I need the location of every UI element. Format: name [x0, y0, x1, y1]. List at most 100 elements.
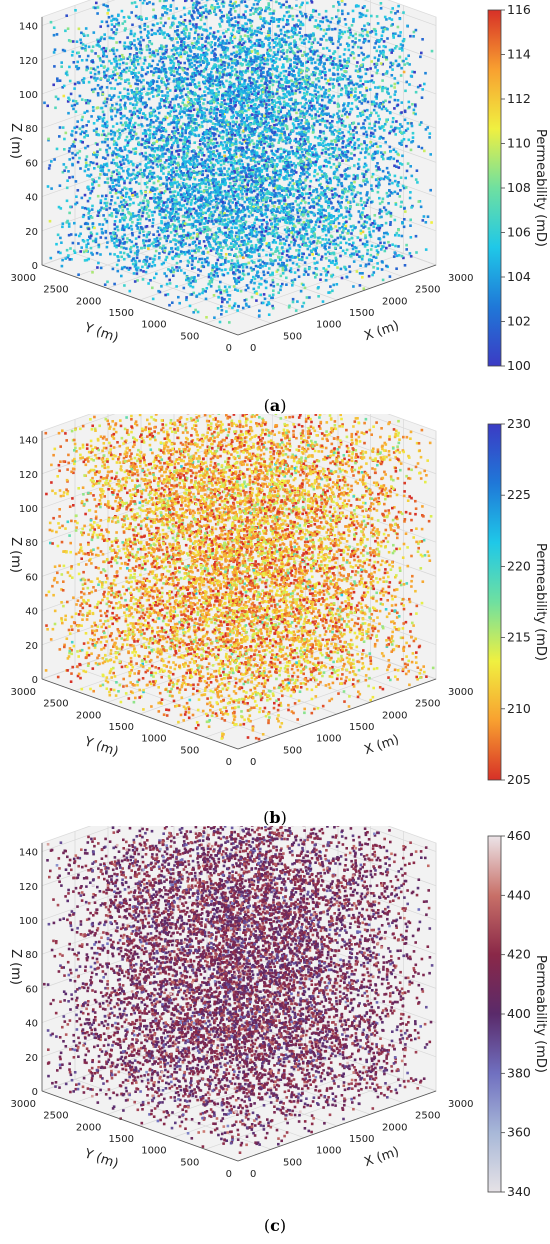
data-point [174, 30, 177, 33]
data-point [280, 206, 284, 209]
data-point [213, 37, 216, 40]
data-point [172, 126, 176, 130]
data-point [162, 69, 165, 73]
data-point [324, 74, 327, 77]
data-point [314, 223, 317, 227]
data-point [411, 136, 415, 139]
data-point [123, 41, 127, 45]
data-point [146, 233, 149, 236]
data-point [382, 40, 386, 43]
data-point [357, 220, 361, 224]
data-point [288, 203, 292, 206]
data-point [254, 80, 257, 84]
data-point [226, 141, 229, 144]
data-point [170, 168, 173, 172]
data-point [140, 36, 143, 39]
data-point [143, 28, 147, 31]
data-point [308, 18, 312, 22]
data-point [221, 75, 224, 79]
data-point [423, 82, 426, 86]
data-point [387, 202, 390, 205]
data-point [97, 184, 101, 187]
data-point [195, 40, 199, 43]
data-point [73, 126, 76, 130]
data-point [180, 43, 183, 47]
data-point [84, 27, 88, 30]
data-point [230, 142, 233, 145]
data-point [87, 101, 90, 105]
data-point [390, 18, 394, 21]
data-point [197, 212, 200, 215]
data-point [236, 125, 239, 128]
data-point [133, 39, 136, 42]
data-point [237, 29, 241, 33]
data-point [201, 161, 205, 164]
data-point [102, 207, 106, 210]
data-point [175, 95, 179, 99]
data-point [338, 17, 341, 20]
data-point [336, 46, 340, 50]
data-point [362, 132, 366, 136]
data-point [169, 9, 172, 12]
data-point [100, 206, 103, 210]
data-point [207, 12, 211, 15]
data-point [116, 255, 119, 258]
data-point [382, 157, 385, 161]
data-point [221, 214, 224, 218]
data-point [397, 234, 401, 237]
data-point [110, 28, 114, 31]
data-point [391, 243, 394, 246]
data-point [173, 219, 177, 222]
data-point [221, 121, 224, 125]
data-point [250, 84, 253, 88]
data-point [380, 155, 384, 158]
data-point [251, 203, 254, 207]
data-point [272, 46, 276, 49]
data-point [279, 71, 283, 75]
data-point [75, 125, 79, 129]
data-point [178, 203, 182, 207]
data-point [276, 169, 279, 173]
data-point [209, 43, 212, 47]
data-point [200, 229, 203, 233]
data-point [381, 79, 384, 82]
data-point [136, 109, 139, 113]
data-point [400, 66, 403, 70]
data-point [275, 210, 278, 213]
data-point [330, 139, 333, 143]
data-point [184, 0, 187, 3]
data-point [285, 155, 288, 158]
data-point [269, 135, 272, 139]
data-point [153, 54, 156, 57]
data-point [364, 204, 367, 207]
data-point [101, 194, 104, 198]
data-point [383, 15, 387, 19]
data-point [373, 56, 377, 60]
data-point [306, 237, 310, 240]
data-point [365, 89, 369, 92]
data-point [354, 226, 357, 229]
data-point [164, 50, 168, 54]
data-point [232, 128, 235, 132]
data-point [321, 148, 325, 152]
data-point [391, 62, 395, 65]
data-point [74, 202, 77, 206]
data-point [135, 242, 138, 246]
data-point [300, 223, 303, 226]
data-point [271, 101, 274, 105]
data-point [160, 216, 164, 219]
data-point [143, 174, 146, 177]
data-point [336, 79, 339, 82]
data-point [70, 133, 73, 136]
data-point [218, 83, 222, 87]
data-point [318, 135, 322, 138]
data-point [209, 127, 212, 131]
data-point [414, 112, 417, 116]
data-point [274, 149, 278, 153]
data-point [165, 159, 168, 162]
data-point [282, 188, 285, 192]
data-point [346, 12, 350, 15]
data-point [67, 150, 71, 153]
data-point [347, 210, 351, 214]
data-point [194, 152, 197, 156]
